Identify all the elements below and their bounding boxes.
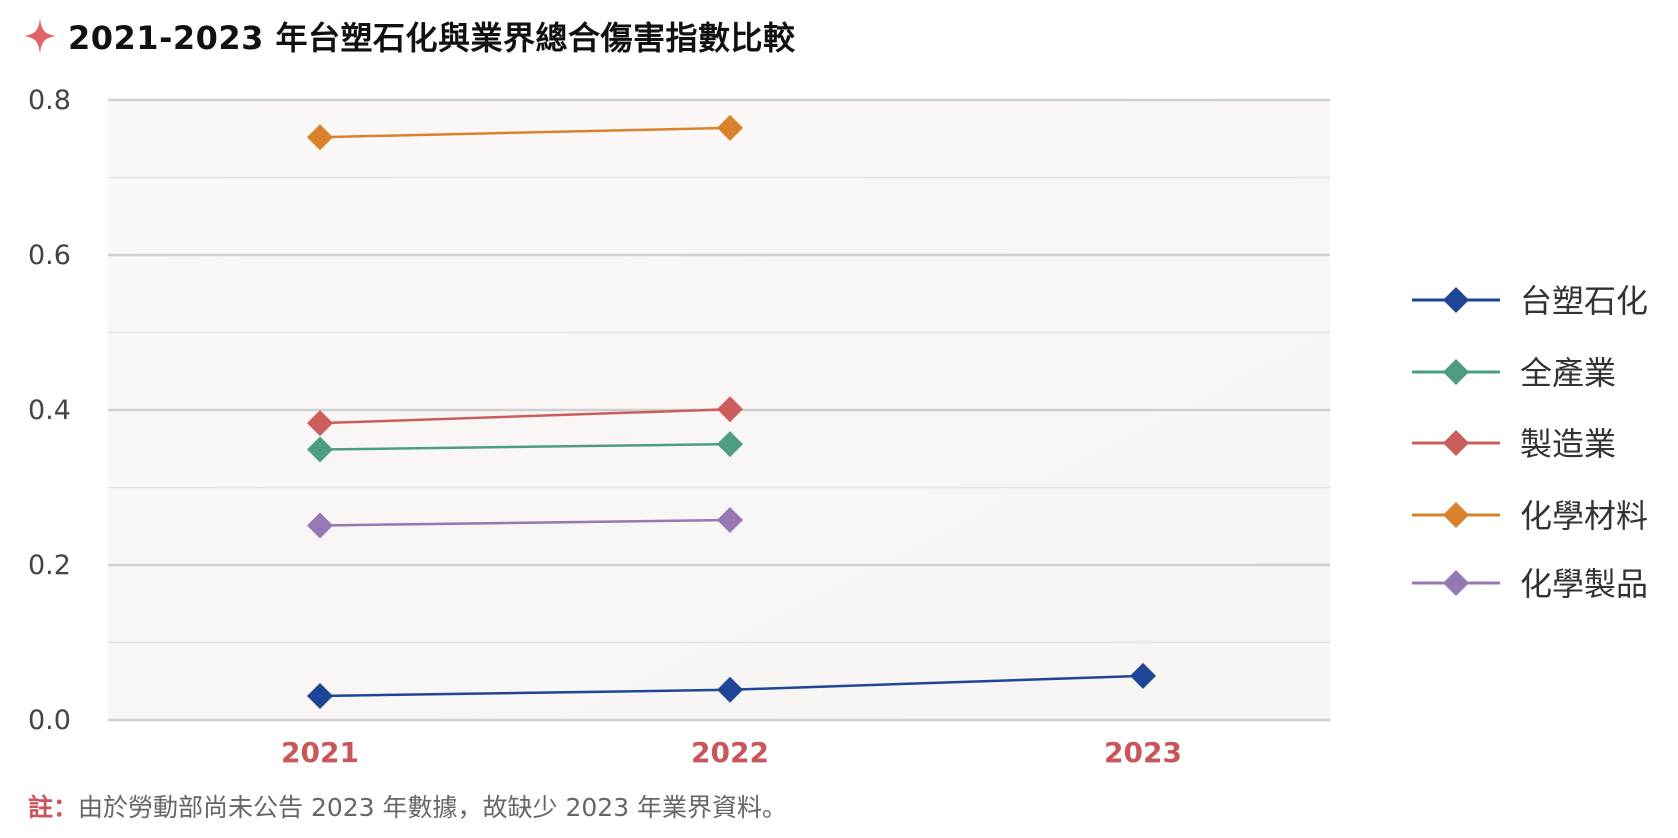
- legend-label: 台塑石化: [1520, 282, 1648, 320]
- data-point[interactable]: [717, 676, 743, 703]
- x-category-label: 2023: [1104, 736, 1182, 769]
- x-category-label: 2022: [691, 736, 769, 769]
- legend-marker: [1443, 570, 1469, 596]
- legend-label: 全產業: [1520, 354, 1616, 392]
- legend-marker: [1443, 287, 1469, 313]
- y-tick-label: 0.2: [28, 550, 71, 581]
- series-line: [319, 442, 731, 451]
- legend-item: 化學製品: [1412, 565, 1648, 603]
- y-tick-label: 0.0: [28, 705, 71, 736]
- data-point[interactable]: [307, 512, 333, 539]
- series-line: [319, 518, 731, 527]
- legend-label: 製造業: [1520, 425, 1616, 463]
- series-line: [319, 126, 731, 139]
- legend-item: 台塑石化: [1412, 282, 1648, 320]
- data-point[interactable]: [717, 396, 743, 423]
- legend-marker: [1443, 502, 1469, 528]
- x-category-label: 2021: [281, 736, 359, 769]
- data-point[interactable]: [717, 114, 743, 141]
- legend-item: 全產業: [1412, 354, 1616, 392]
- data-point[interactable]: [307, 410, 333, 437]
- legend-item: 製造業: [1412, 425, 1616, 463]
- y-tick-label: 0.4: [28, 395, 71, 426]
- y-tick-label: 0.8: [28, 85, 71, 116]
- data-point[interactable]: [717, 507, 743, 534]
- legend-label: 化學製品: [1520, 565, 1648, 603]
- data-point[interactable]: [307, 436, 333, 463]
- footnote: 註：由於勞動部尚未公告 2023 年數據，故缺少 2023 年業界資料。: [28, 788, 787, 824]
- data-point[interactable]: [1130, 662, 1156, 689]
- series-line: [319, 407, 731, 425]
- legend-label: 化學材料: [1520, 497, 1648, 535]
- chart-title-row: 2021-2023 年台塑石化與業界總合傷害指數比較: [22, 14, 796, 58]
- footnote-label: 註：: [28, 793, 79, 822]
- y-tick-label: 0.6: [28, 240, 71, 271]
- sparkle-icon: [24, 18, 56, 54]
- legend-marker: [1443, 359, 1469, 385]
- chart-title: 2021-2023 年台塑石化與業界總合傷害指數比較: [68, 19, 796, 57]
- data-point[interactable]: [307, 682, 333, 709]
- legend-item: 化學材料: [1412, 497, 1648, 535]
- data-point[interactable]: [717, 431, 743, 458]
- legend-marker: [1443, 430, 1469, 456]
- data-point[interactable]: [307, 124, 333, 151]
- footnote-text: 由於勞動部尚未公告 2023 年數據，故缺少 2023 年業界資料。: [78, 793, 788, 822]
